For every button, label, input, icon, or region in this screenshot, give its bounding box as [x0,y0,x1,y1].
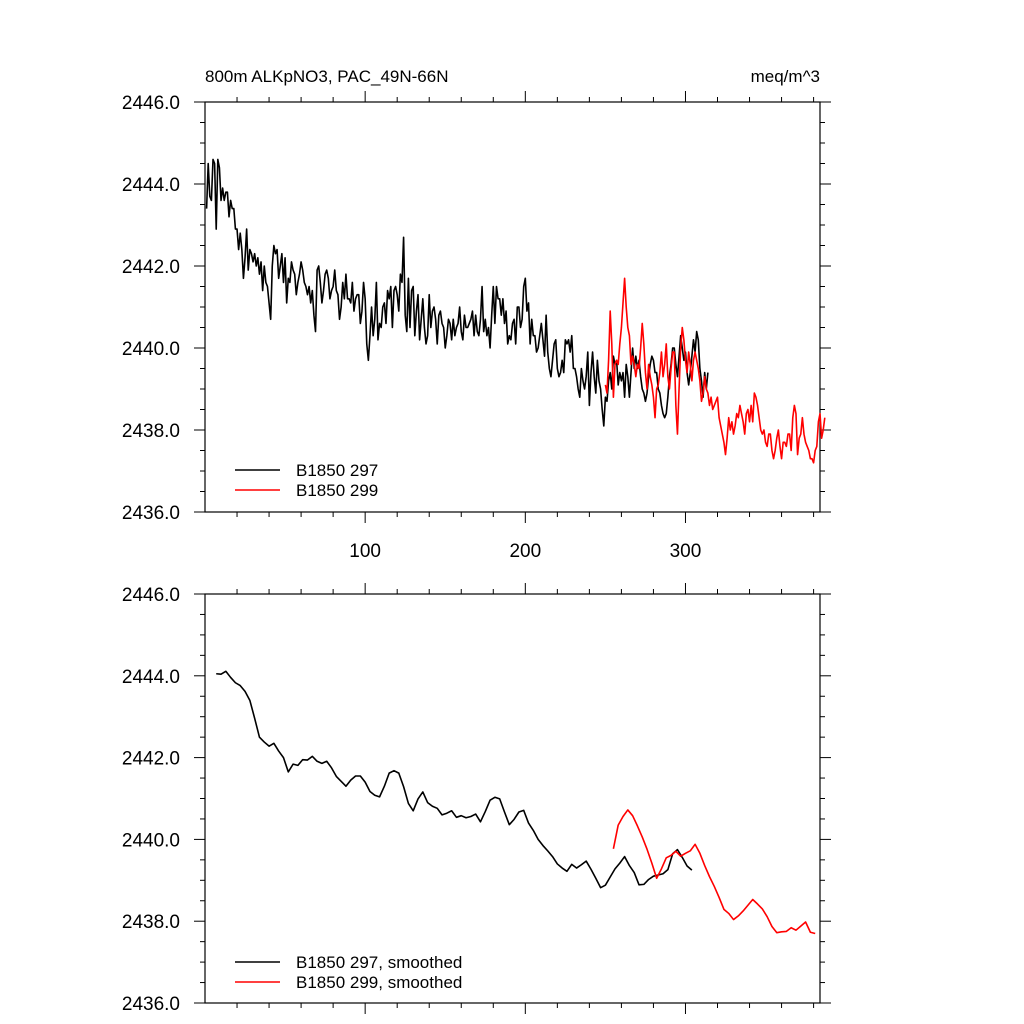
x-tick-label: 100 [349,541,381,562]
series-line-red [604,277,826,464]
x-tick-label: 200 [509,541,541,562]
y-tick-label: 2444.0 [122,175,180,196]
y-tick-label: 2440.0 [122,339,180,360]
y-tick-label: 2442.0 [122,257,180,278]
y-tick-label: 2436.0 [122,994,180,1015]
legend-label: B1850 299, smoothed [296,973,462,992]
legend-label: B1850 297 [296,461,378,480]
y-tick-label: 2446.0 [122,93,180,114]
y-tick-label: 2438.0 [122,912,180,933]
series-line-black [216,670,693,889]
y-tick-label: 2446.0 [122,585,180,606]
y-tick-label: 2436.0 [122,503,180,524]
y-tick-label: 2440.0 [122,830,180,851]
plot-frame [204,101,821,513]
y-tick-label: 2444.0 [122,667,180,688]
series-line-red [612,809,816,935]
y-tick-label: 2442.0 [122,749,180,770]
top-panel: 800m ALKpNO3, PAC_49N-66N meq/m^3 2436.0… [122,67,831,562]
plot-frame [204,593,821,1004]
series-line-black [205,158,709,427]
top-units: meq/m^3 [751,67,820,86]
y-tick-label: 2438.0 [122,421,180,442]
bottom-panel: 2436.0 2438.0 2440.0 2442.0 2444.0 2446.0 B185… [122,583,831,1015]
legend-label: B1850 299 [296,481,378,500]
top-title: 800m ALKpNO3, PAC_49N-66N [205,67,448,86]
legend-label: B1850 297, smoothed [296,953,462,972]
x-tick-label: 300 [670,541,702,562]
